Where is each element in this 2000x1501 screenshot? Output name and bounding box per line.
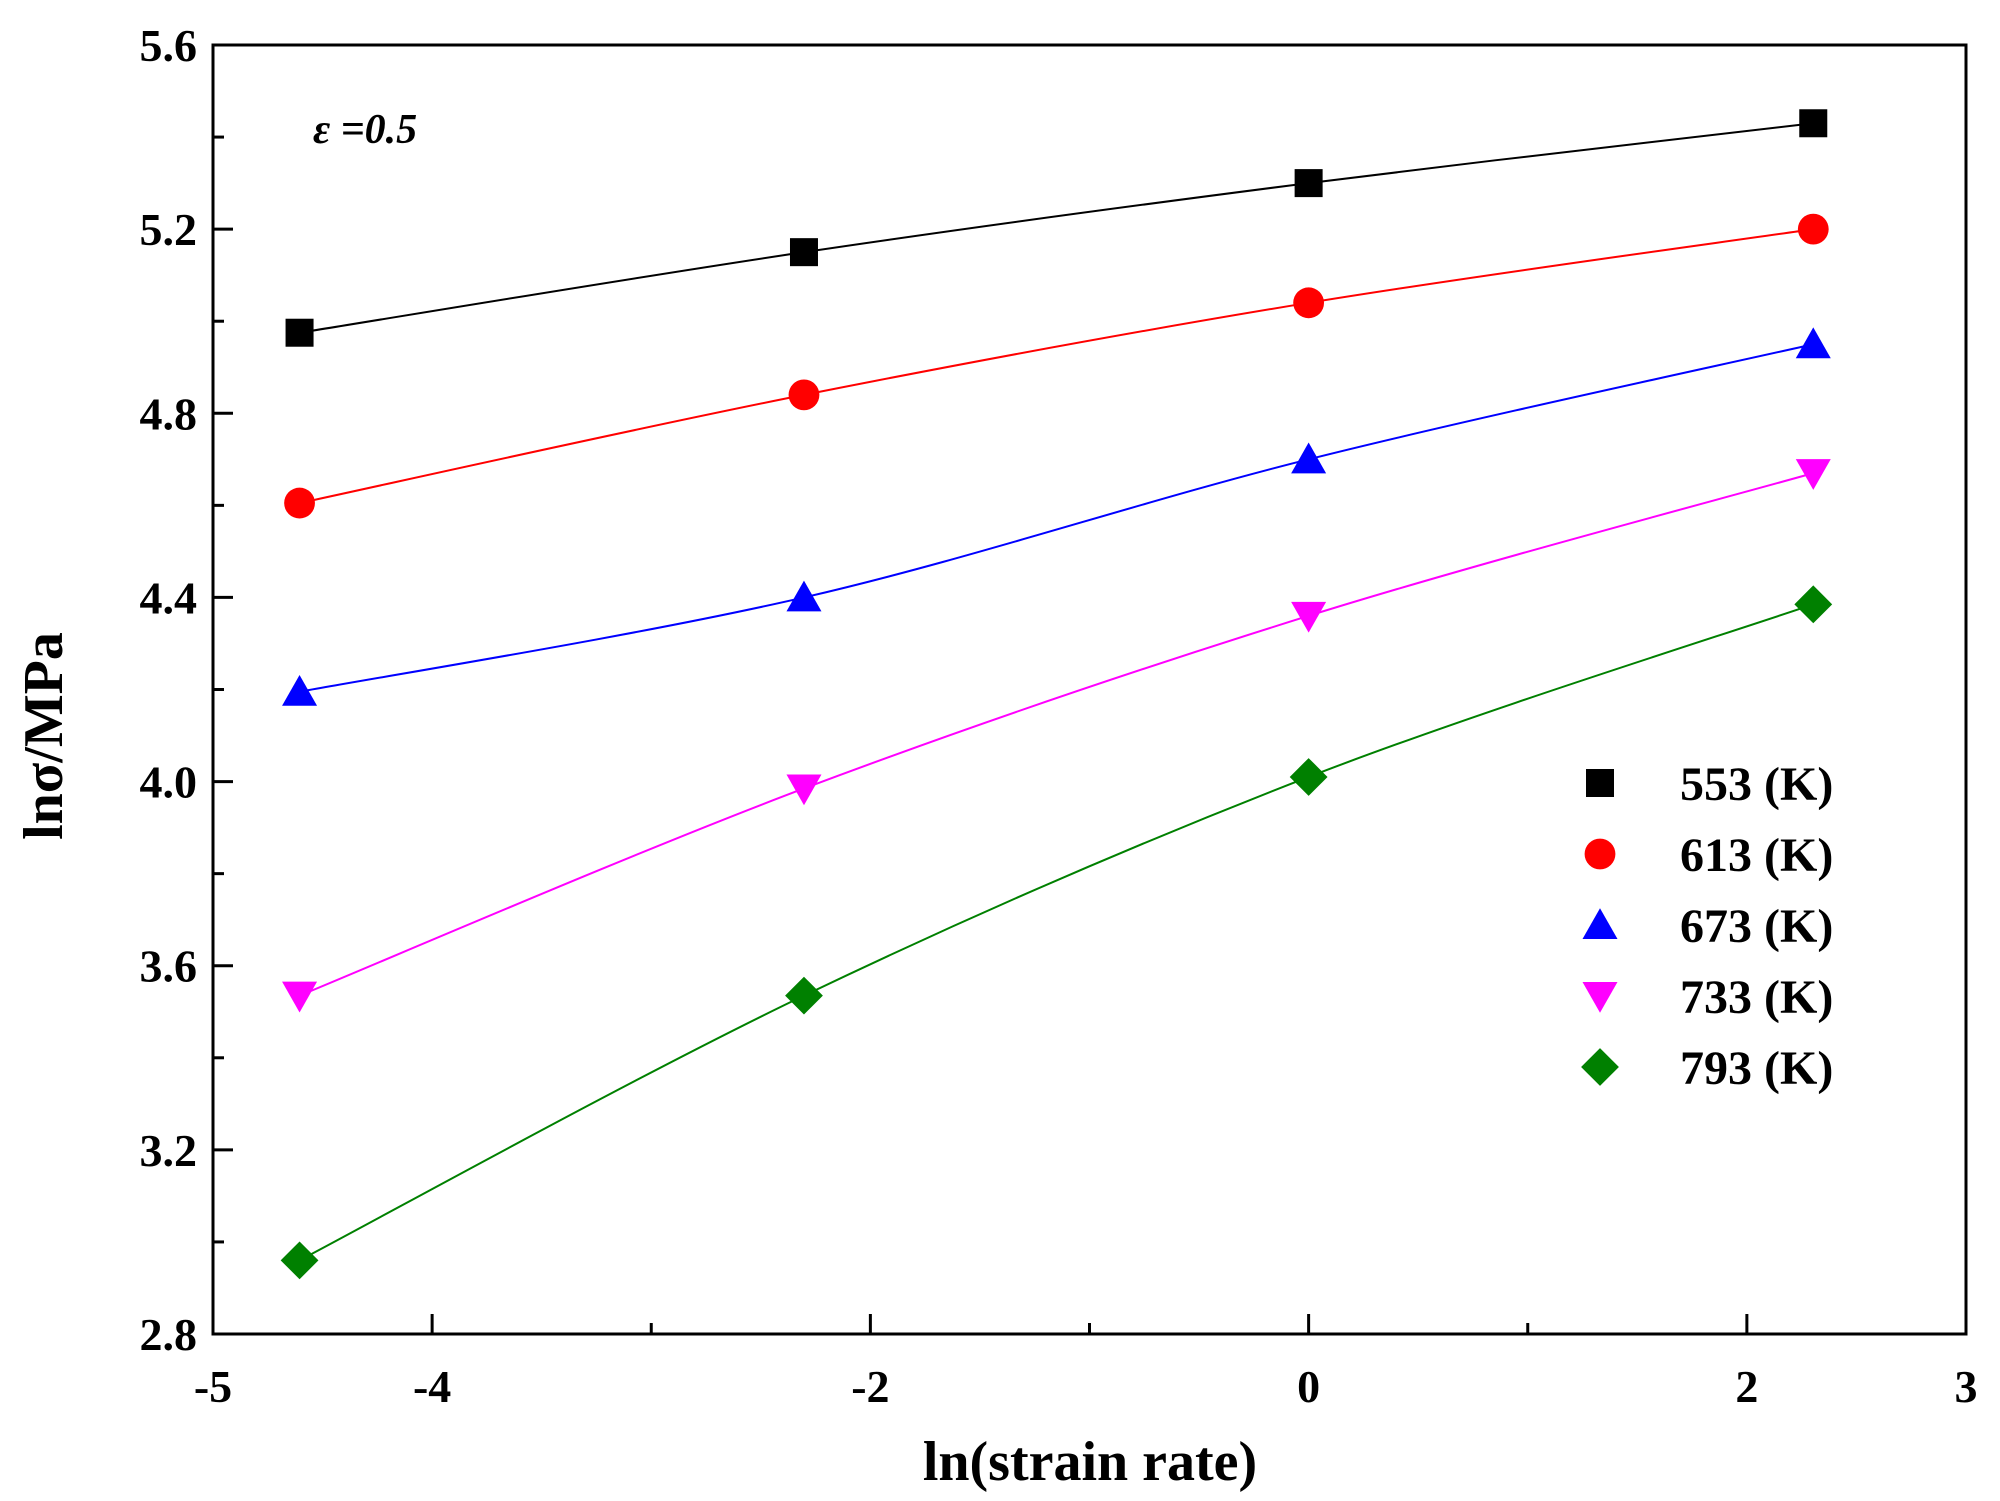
data-point bbox=[1795, 327, 1831, 359]
data-point bbox=[786, 580, 822, 612]
x-tick-label: -4 bbox=[413, 1361, 451, 1412]
data-point bbox=[789, 238, 818, 267]
y-tick-label: 5.6 bbox=[140, 20, 198, 71]
y-tick-label: 3.2 bbox=[140, 1125, 198, 1176]
y-tick-label: 2.8 bbox=[140, 1309, 198, 1360]
x-tick-label: -2 bbox=[851, 1361, 889, 1412]
legend-label: 673 (K) bbox=[1680, 900, 1833, 953]
series-markers bbox=[280, 109, 1833, 1280]
y-tick-label: 4.8 bbox=[140, 388, 198, 439]
data-point bbox=[786, 774, 822, 806]
series-curves bbox=[299, 122, 1814, 1262]
legend-label: 793 (K) bbox=[1680, 1042, 1833, 1095]
legend-marker bbox=[1582, 982, 1618, 1013]
data-point bbox=[280, 1241, 319, 1280]
data-point bbox=[785, 976, 823, 1015]
legend-label: 553 (K) bbox=[1680, 758, 1833, 811]
series-line bbox=[299, 603, 1814, 1262]
y-tick-label: 5.2 bbox=[140, 204, 198, 255]
data-point bbox=[285, 318, 314, 347]
data-point bbox=[1289, 758, 1328, 796]
data-point bbox=[1293, 287, 1325, 319]
plot-frame bbox=[211, 43, 1968, 1336]
series-line bbox=[299, 228, 1814, 505]
legend-marker bbox=[1581, 1048, 1619, 1086]
x-axis-label: ln(strain rate) bbox=[923, 1431, 1257, 1493]
strain-annotation: ε =0.5 bbox=[313, 107, 417, 153]
axes: -5 -4 -2 0 2 3 2.8 3.2 3.6 4.0 4.4 4.8 5.2 5.6 bbox=[140, 20, 1978, 1412]
y-tick-label: 3.6 bbox=[140, 941, 198, 992]
legend: 553 (K) 613 (K) 673 (K) 733 (K) 793 (K) bbox=[1581, 758, 1833, 1095]
data-point bbox=[1795, 459, 1831, 490]
y-tick-label: 4.0 bbox=[140, 757, 198, 808]
data-point bbox=[1294, 169, 1323, 198]
legend-label: 613 (K) bbox=[1680, 829, 1833, 882]
x-tick-label: 0 bbox=[1297, 1361, 1320, 1412]
data-point bbox=[1799, 109, 1828, 138]
series-line bbox=[299, 472, 1814, 997]
data-point bbox=[282, 981, 318, 1013]
x-tick-label: 3 bbox=[1955, 1361, 1978, 1412]
y-axis-label: lnσ/MPa bbox=[13, 632, 75, 840]
series-line bbox=[299, 122, 1814, 334]
data-point bbox=[1794, 585, 1833, 624]
legend-marker bbox=[1584, 838, 1616, 870]
data-point bbox=[282, 675, 318, 706]
x-tick-label: 2 bbox=[1735, 1361, 1758, 1412]
data-point bbox=[788, 379, 820, 411]
data-point bbox=[1291, 601, 1327, 633]
data-point bbox=[284, 487, 315, 519]
data-point bbox=[1291, 442, 1327, 474]
y-tick-label: 4.4 bbox=[140, 572, 198, 623]
series-line bbox=[299, 343, 1814, 693]
legend-marker bbox=[1582, 908, 1618, 939]
legend-label: 733 (K) bbox=[1680, 971, 1833, 1024]
data-point bbox=[1797, 213, 1829, 245]
legend-marker bbox=[1586, 769, 1614, 797]
x-tick-label: -5 bbox=[194, 1361, 232, 1412]
